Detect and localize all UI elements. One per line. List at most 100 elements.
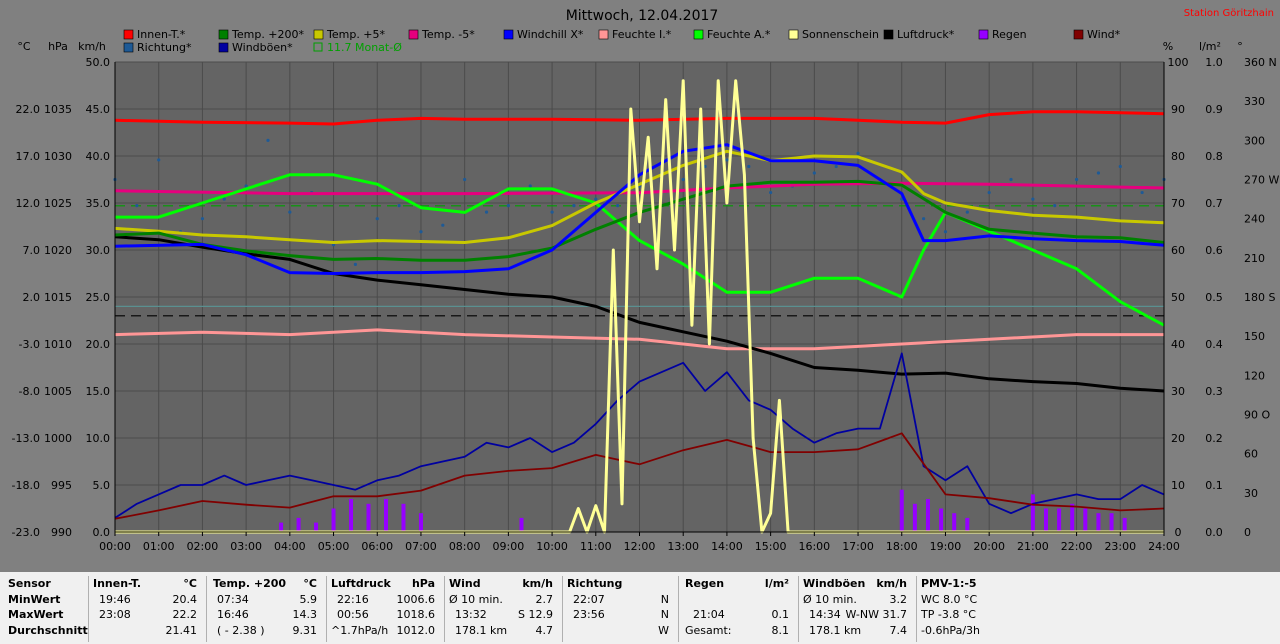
- stats-temp200-max-time: 16:46: [217, 608, 249, 621]
- stats-richtung-max-time: 23:56: [573, 608, 605, 621]
- y-tick-lm2: 0.7: [1205, 197, 1223, 210]
- legend-label: Luftdruck*: [897, 28, 955, 41]
- stats-luftdruck-max-time: 00:56: [337, 608, 369, 621]
- x-tick-label: 10:00: [536, 540, 568, 553]
- direction-point: [812, 171, 816, 175]
- y-tick-hpa: 990: [51, 526, 72, 539]
- legend-label: Feuchte A.*: [707, 28, 771, 41]
- stats-boeen-min-value: 3.2: [889, 592, 908, 606]
- stats-sensor-header: Sensor: [8, 577, 51, 590]
- legend-swatch: [123, 42, 134, 53]
- stats-regen-max-value: 0.1: [771, 608, 790, 621]
- legend-swatch: [123, 29, 134, 40]
- stats-innen-max-time: 23:08: [99, 608, 131, 621]
- y-tick-temp: 17.0: [16, 150, 41, 163]
- stats-richtung-min-time: 22:07: [573, 592, 605, 606]
- series-line: [114, 328, 1164, 351]
- rain-bar: [1109, 513, 1114, 532]
- direction-point: [747, 164, 751, 169]
- stats-temp200-header: Temp. +200: [213, 577, 287, 590]
- rain-bar: [1057, 508, 1062, 532]
- x-tick-label: 09:00: [493, 540, 525, 553]
- stats-temp200-min-value: 5.9: [299, 592, 318, 606]
- x-tick-label: 12:00: [624, 540, 656, 553]
- x-tick-label: 13:00: [667, 540, 699, 553]
- unit-temp: °C: [17, 40, 31, 53]
- direction-point: [397, 204, 401, 208]
- legend-label: Feuchte I.*: [612, 28, 672, 41]
- y-tick-deg: 180 S: [1244, 291, 1275, 304]
- stats-boeen: Windböen km/h Ø 10 min. 3.2 14:34 W-NW 31.7…: [798, 576, 913, 642]
- series-line: [114, 235, 1165, 393]
- x-tick-label: 08:00: [449, 540, 481, 553]
- legend-label: Regen: [992, 28, 1027, 41]
- y-tick-pct: 70: [1171, 197, 1185, 210]
- y-tick-kmh: 25.0: [86, 291, 111, 304]
- axis-ticks: 00:00 01:00 02:00 03:00 04:00 05:00 06:00 07:00…: [12, 56, 1280, 553]
- reference-lines: [115, 205, 1164, 317]
- stats-pmv: PMV-1:-5 WC 8.0 °C TP -3.8 °C -0.6hPa/3h: [916, 576, 1017, 642]
- direction-point: [965, 210, 969, 214]
- stats-regen-total-label: Gesamt:: [685, 623, 732, 637]
- legend-label: Sonnenschein: [802, 28, 879, 41]
- direction-point: [834, 164, 838, 169]
- rain-bar: [1043, 508, 1048, 532]
- y-tick-kmh: 35.0: [86, 197, 111, 210]
- stats-innen-max-value: 22.2: [172, 608, 198, 621]
- stats-temp200-avg-value: 9.31: [292, 623, 318, 637]
- y-tick-deg: 300: [1244, 134, 1265, 147]
- direction-point: [266, 138, 270, 142]
- direction-point: [856, 151, 860, 155]
- y-tick-lm2: 0.1: [1205, 479, 1223, 492]
- stats-richtung-min-value: N: [660, 592, 669, 606]
- stats-richtung-header: Richtung: [567, 577, 623, 590]
- direction-point: [1009, 177, 1013, 182]
- stats-sensor: Sensor MinWert MaxWert Durchschnitt: [4, 576, 88, 642]
- stats-boeen-unit: km/h: [876, 577, 907, 590]
- stats-luftdruck-avg-value: 1012.0: [396, 623, 436, 637]
- y-tick-hpa: 1010: [44, 338, 72, 351]
- y-tick-deg: 30: [1244, 487, 1258, 500]
- stats-wind-unit: km/h: [522, 577, 553, 590]
- y-tick-deg: 210: [1244, 252, 1265, 265]
- direction-point: [1140, 190, 1144, 195]
- y-tick-deg: 330: [1244, 95, 1265, 108]
- stats-temp200: Temp. +200 °C 07:34 5.9 16:46 14.3 ( - 2.38…: [206, 576, 323, 642]
- direction-point: [528, 184, 532, 188]
- series-line: [114, 181, 1165, 196]
- x-tick-label: 00:00: [99, 540, 131, 553]
- rain-bar: [279, 522, 284, 532]
- x-tick-label: 17:00: [842, 540, 874, 553]
- x-tick-label: 11:00: [580, 540, 612, 553]
- legend: Innen-T.* Temp. +200* Temp. +5* Temp. -5* Wi…: [123, 28, 1121, 54]
- rain-bar: [899, 489, 904, 532]
- unit-hpa: hPa: [48, 40, 68, 53]
- stats-regen-unit: l/m²: [764, 577, 789, 590]
- stats-temp200-max-value: 14.3: [292, 608, 318, 621]
- rain-bar: [418, 513, 423, 532]
- unit-lm2: l/m²: [1199, 40, 1221, 53]
- rain-bar: [296, 517, 301, 532]
- y-tick-kmh: 0.0: [93, 526, 111, 539]
- y-tick-hpa: 1030: [44, 150, 72, 163]
- rain-bar: [1122, 517, 1127, 532]
- x-tick-label: 24:00: [1148, 540, 1180, 553]
- rain-bar: [1096, 513, 1101, 532]
- direction-point: [943, 230, 948, 234]
- y-tick-kmh: 10.0: [86, 432, 111, 445]
- direction-point: [463, 177, 467, 182]
- x-tick-label: 22:00: [1061, 540, 1093, 553]
- y-tick-hpa: 1015: [44, 291, 72, 304]
- direction-point: [353, 262, 357, 266]
- x-tick-label: 04:00: [274, 540, 306, 553]
- x-tick-label: 01:00: [143, 540, 175, 553]
- stats-temp200-unit: °C: [303, 577, 317, 590]
- y-tick-lm2: 0.2: [1205, 432, 1223, 445]
- direction-point: [222, 197, 226, 201]
- stats-boeen-max-value: W-NW 31.7: [845, 608, 908, 621]
- stats-richtung: Richtung 22:07 N 23:56 N W: [562, 576, 675, 642]
- direction-point: [441, 223, 445, 227]
- stats-boeen-header: Windböen: [803, 577, 866, 590]
- stats-luftdruck-max-value: 1018.6: [396, 608, 436, 621]
- stats-temp200-min-time: 07:34: [217, 592, 249, 606]
